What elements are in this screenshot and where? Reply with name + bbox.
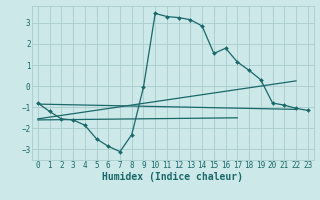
X-axis label: Humidex (Indice chaleur): Humidex (Indice chaleur) [102, 172, 243, 182]
